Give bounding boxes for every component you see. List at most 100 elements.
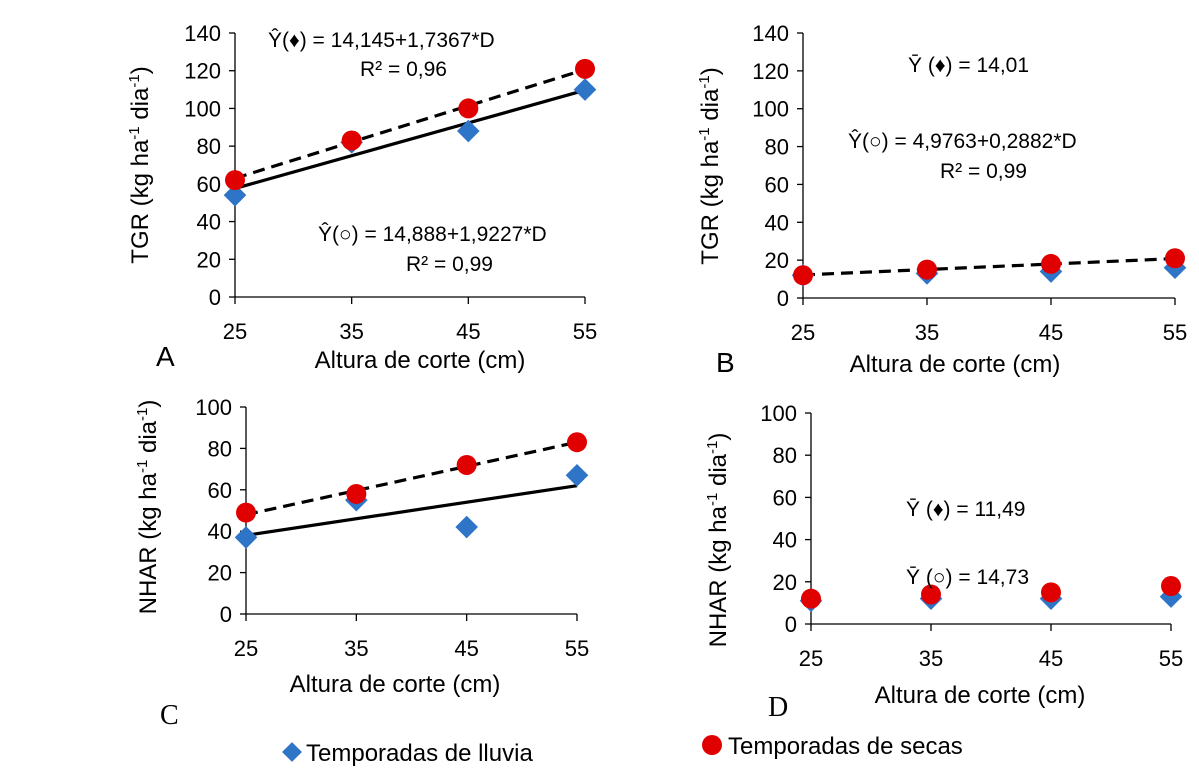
- y-tick-label: 80: [208, 436, 232, 461]
- x-tick-label: 25: [223, 319, 247, 344]
- legend-lluvia-marker: [282, 742, 302, 762]
- y-tick-label: 80: [773, 443, 797, 468]
- point-secas: [346, 483, 367, 504]
- point-secas: [1161, 576, 1181, 597]
- panel-d-ticks: 0 20 40 60 80 100 25 35 45 55: [760, 401, 1183, 671]
- panel-a-xlabel: Altura de corte (cm): [315, 347, 526, 374]
- y-tick-label: 100: [752, 97, 789, 122]
- point-secas: [793, 265, 813, 286]
- y-tick-label: 100: [184, 96, 221, 121]
- panel-d-xlabel: Altura de corte (cm): [875, 682, 1086, 709]
- x-tick-label: 35: [344, 636, 368, 661]
- panel-b-ylabel: TGR (kg ha-1 dia-1): [696, 67, 724, 264]
- y-tick-label: 40: [765, 210, 789, 235]
- panel-b-marks: [791, 248, 1187, 287]
- y-tick-label: 40: [197, 210, 221, 235]
- x-tick-label: 45: [1039, 320, 1063, 345]
- x-tick-label: 55: [1163, 320, 1187, 345]
- x-tick-label: 35: [919, 646, 943, 671]
- legend: Temporadas de lluvia Temporadas de secas: [282, 733, 963, 767]
- point-lluvia: [234, 526, 258, 549]
- point-lluvia: [455, 515, 478, 539]
- panel-b-eq2: Ŷ(○) = 4,9763+0,2882*D: [848, 130, 1077, 153]
- y-tick-label: 20: [773, 570, 797, 595]
- fit-line-lluvia: [234, 88, 586, 190]
- point-secas: [456, 454, 477, 475]
- panel-a-r2: R² = 0,99: [406, 253, 493, 276]
- x-tick-label: 45: [456, 319, 480, 344]
- y-tick-label: 20: [765, 248, 789, 273]
- point-secas: [917, 259, 937, 280]
- point-secas: [567, 432, 587, 453]
- y-tick-label: 140: [184, 21, 221, 46]
- panel-b-eq1: Ȳ (♦) = 14,01: [908, 54, 1029, 77]
- point-secas: [921, 584, 941, 605]
- y-tick-label: 20: [197, 247, 221, 272]
- y-tick-label: 140: [752, 21, 789, 46]
- x-tick-label: 55: [565, 636, 589, 661]
- x-tick-label: 25: [234, 636, 258, 661]
- y-tick-label: 60: [197, 172, 221, 197]
- legend-secas-label: Temporadas de secas: [728, 733, 963, 760]
- fit-line-secas: [234, 67, 586, 180]
- fit-line-lluvia: [245, 484, 578, 537]
- point-secas: [341, 130, 362, 151]
- panel-a-ylabel: TGR (kg ha-1 dia-1): [126, 66, 154, 263]
- panel-d: D 0 20 40 60 80 100 25 35 45 55 Altura de corte (…: [704, 401, 1183, 723]
- y-tick-label: 100: [760, 401, 797, 426]
- point-secas: [236, 502, 256, 523]
- panel-c: C 0 20 40 60 80 100 25 35 45 55 Altura de corte (…: [134, 395, 589, 731]
- y-tick-label: 0: [209, 285, 221, 310]
- x-tick-label: 55: [573, 319, 597, 344]
- y-tick-label: 40: [773, 528, 797, 553]
- legend-secas-marker: [702, 735, 722, 755]
- point-secas: [1041, 253, 1061, 274]
- x-tick-label: 25: [791, 320, 815, 345]
- y-tick-label: 60: [773, 485, 797, 510]
- point-lluvia: [573, 78, 597, 101]
- panel-a: A 0 20 40 60 80 100 120 140 25 35 45 55 Altura de c…: [126, 21, 597, 374]
- panel-d-eq2: Ȳ (○) = 14,73: [906, 566, 1029, 589]
- x-tick-label: 45: [454, 636, 478, 661]
- x-tick-label: 55: [1159, 646, 1183, 671]
- panel-letter-c: C: [160, 700, 179, 731]
- panel-letter-a: A: [156, 341, 175, 372]
- y-tick-label: 80: [197, 134, 221, 159]
- panel-c-marks: [234, 432, 589, 549]
- panel-c-ylabel: NHAR (kg ha-1 dia-1): [134, 400, 162, 615]
- y-tick-label: 20: [208, 561, 232, 586]
- point-secas: [225, 170, 245, 191]
- point-secas: [801, 588, 821, 609]
- y-tick-label: 60: [765, 172, 789, 197]
- panel-c-ticks: 0 20 40 60 80 100 25 35 45 55: [195, 395, 589, 661]
- panel-d-eq1: Ȳ (♦) = 11,49: [906, 498, 1025, 521]
- point-lluvia: [457, 119, 480, 143]
- y-tick-label: 120: [752, 59, 789, 84]
- panel-a-eq1: Ŷ(♦) = 14,145+1,7367*D: [268, 29, 495, 52]
- y-tick-label: 0: [777, 286, 789, 311]
- x-tick-label: 25: [799, 646, 823, 671]
- panel-b-ticks: 0 20 40 60 80 100 120 140 25 35 45 55: [752, 21, 1187, 345]
- point-secas: [575, 58, 595, 79]
- panel-a-eq2: Ŷ(○) = 14,888+1,9227*D: [318, 223, 547, 246]
- fit-line-secas: [802, 256, 1176, 277]
- panel-b-xlabel: Altura de corte (cm): [850, 351, 1061, 378]
- panel-letter-d: D: [768, 692, 788, 723]
- panel-d-ylabel: NHAR (kg ha-1 dia-1): [704, 433, 732, 648]
- panel-c-xlabel: Altura de corte (cm): [290, 671, 501, 698]
- y-tick-label: 100: [195, 395, 232, 420]
- panel-a-r1: R² = 0,96: [360, 58, 447, 81]
- panel-letter-b: B: [716, 347, 735, 378]
- panel-a-ticks: 0 20 40 60 80 100 120 140 25 35 45 55: [184, 21, 597, 344]
- y-tick-label: 0: [785, 612, 797, 637]
- x-tick-label: 35: [915, 320, 939, 345]
- y-tick-label: 60: [208, 478, 232, 503]
- point-lluvia: [565, 463, 589, 487]
- panel-b-r2: R² = 0,99: [940, 160, 1027, 183]
- x-tick-label: 45: [1039, 646, 1063, 671]
- panel-b: B 0 20 40 60 80 100 120 140 25 35 45 55 Altura de c…: [696, 21, 1187, 378]
- point-secas: [1165, 248, 1185, 269]
- point-secas: [1041, 582, 1061, 603]
- point-secas: [458, 98, 479, 119]
